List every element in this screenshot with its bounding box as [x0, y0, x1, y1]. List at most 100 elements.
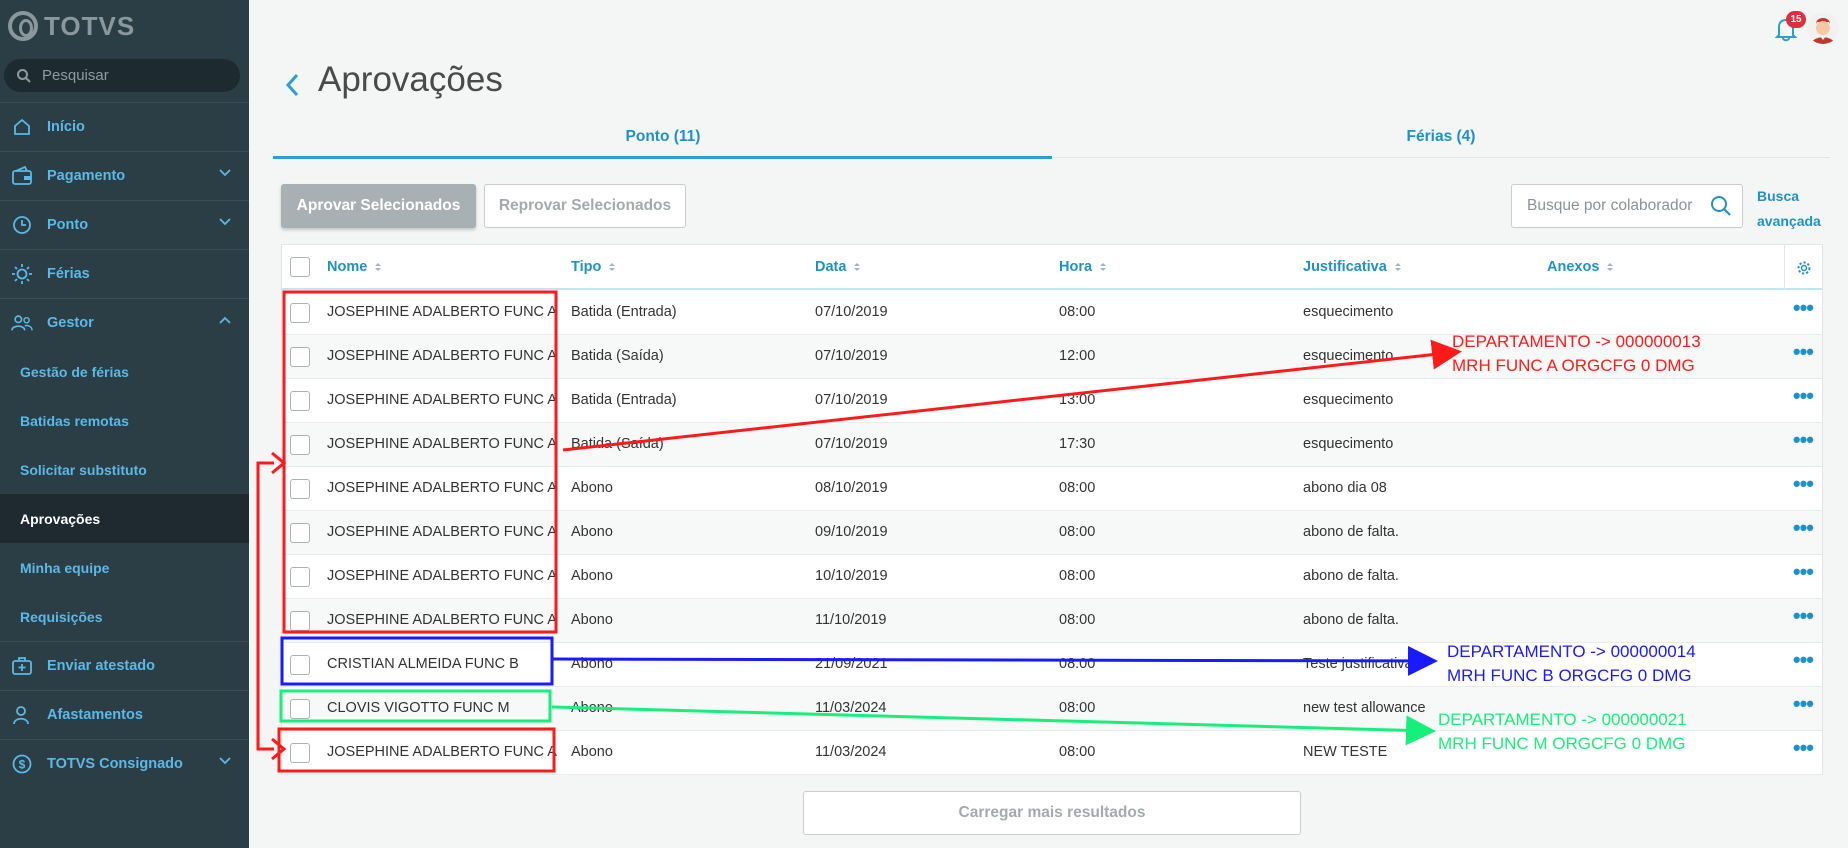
column-header-justificativa[interactable]: Justificativa	[1303, 259, 1401, 275]
sidebar-item-enviar-atestado[interactable]: Enviar atestado	[0, 641, 249, 690]
row-checkbox[interactable]	[290, 479, 310, 499]
sidebar-item-requisicoes[interactable]: Requisições	[0, 592, 249, 641]
row-checkbox[interactable]	[290, 655, 310, 675]
sidebar-item-inicio[interactable]: Início	[0, 102, 249, 151]
row-checkbox[interactable]	[290, 347, 310, 367]
sidebar-item-label: Ponto	[47, 217, 89, 233]
cell-nome: JOSEPHINE ADALBERTO FUNC A	[327, 304, 557, 320]
avatar[interactable]	[1807, 12, 1839, 44]
cell-nome: CRISTIAN ALMEIDA FUNC B	[327, 656, 519, 672]
row-checkbox[interactable]	[290, 611, 310, 631]
cell-nome: JOSEPHINE ADALBERTO FUNC A	[327, 392, 557, 408]
cell-data: 08/10/2019	[815, 480, 888, 496]
cell-justificativa: NEW TESTE	[1303, 744, 1388, 760]
sidebar-item-afastamentos[interactable]: Afastamentos	[0, 690, 249, 739]
row-checkbox[interactable]	[290, 743, 310, 763]
approve-selected-button[interactable]: Aprovar Selecionados	[281, 184, 476, 228]
column-header-nome[interactable]: Nome	[327, 259, 382, 275]
row-checkbox[interactable]	[290, 567, 310, 587]
row-checkbox[interactable]	[290, 303, 310, 323]
sidebar-item-totvs-consignado[interactable]: $ TOTVS Consignado	[0, 739, 249, 788]
sidebar-item-batidas-remotas[interactable]: Batidas remotas	[0, 396, 249, 445]
row-checkbox[interactable]	[290, 435, 310, 455]
sidebar-item-minha-equipe[interactable]: Minha equipe	[0, 543, 249, 592]
table-row[interactable]: JOSEPHINE ADALBERTO FUNC A Abono 09/10/2…	[282, 511, 1822, 555]
column-header-hora[interactable]: Hora	[1059, 259, 1107, 275]
note-line1: DEPARTAMENTO -> 000000021	[1438, 710, 1687, 729]
table-row[interactable]: JOSEPHINE ADALBERTO FUNC A Abono 11/10/2…	[282, 599, 1822, 643]
sidebar-item-label: Enviar atestado	[47, 658, 155, 674]
cell-tipo: Batida (Saída)	[571, 348, 664, 364]
cell-hora: 08:00	[1059, 568, 1096, 584]
sidebar-item-label: Gestão de férias	[20, 363, 129, 380]
tab-ponto[interactable]: Ponto (11)	[625, 128, 701, 145]
sidebar-item-pagamento[interactable]: Pagamento	[0, 151, 249, 200]
cell-justificativa: Teste justificativa	[1303, 656, 1413, 672]
sidebar-item-gestor[interactable]: Gestor	[0, 298, 249, 347]
column-header-data[interactable]: Data	[815, 259, 861, 275]
more-options-icon[interactable]: •••	[1792, 691, 1814, 716]
more-options-icon[interactable]: •••	[1792, 427, 1814, 452]
chevron-up-icon	[219, 316, 231, 324]
column-header-tipo[interactable]: Tipo	[571, 259, 616, 275]
cell-hora: 12:00	[1059, 348, 1096, 364]
team-icon	[11, 312, 33, 334]
sort-icon	[854, 263, 861, 271]
advanced-search-link[interactable]: Busca avançada	[1757, 184, 1827, 234]
back-chevron-icon[interactable]	[283, 71, 301, 99]
tab-active-indicator	[273, 156, 1052, 159]
load-more-button[interactable]: Carregar mais resultados	[803, 791, 1301, 835]
more-options-icon[interactable]: •••	[1792, 471, 1814, 496]
collaborator-search-input[interactable]: Busque por colaborador	[1511, 184, 1743, 228]
sidebar-item-label: Requisições	[20, 608, 103, 625]
column-header-anexos[interactable]: Anexos	[1547, 259, 1614, 275]
cell-nome: JOSEPHINE ADALBERTO FUNC A	[327, 612, 557, 628]
column-header-label: Nome	[327, 259, 368, 275]
table-settings[interactable]	[1784, 245, 1822, 290]
cell-data: 07/10/2019	[815, 304, 888, 320]
table-row[interactable]: JOSEPHINE ADALBERTO FUNC A Batida (Saída…	[282, 423, 1822, 467]
cell-hora: 08:00	[1059, 612, 1096, 628]
row-checkbox[interactable]	[290, 391, 310, 411]
tab-ferias[interactable]: Férias (4)	[1406, 128, 1476, 145]
sort-icon	[375, 263, 382, 271]
cell-tipo: Batida (Entrada)	[571, 392, 677, 408]
table-row[interactable]: JOSEPHINE ADALBERTO FUNC A Abono 10/10/2…	[282, 555, 1822, 599]
totvs-logo[interactable]: TOTVS	[8, 8, 135, 44]
sidebar-item-label: Férias	[47, 266, 90, 282]
department-note-blue: DEPARTAMENTO -> 000000014 MRH FUNC B ORG…	[1447, 640, 1696, 688]
cell-data: 07/10/2019	[815, 436, 888, 452]
department-note-red: DEPARTAMENTO -> 000000013 MRH FUNC A ORG…	[1452, 330, 1701, 378]
select-all-checkbox[interactable]	[290, 257, 310, 277]
sidebar-search-input[interactable]: Pesquisar	[4, 59, 240, 92]
sidebar-item-label: Batidas remotas	[20, 412, 129, 429]
svg-text:$: $	[19, 758, 26, 772]
table-row[interactable]: JOSEPHINE ADALBERTO FUNC A Batida (Entra…	[282, 291, 1822, 335]
more-options-icon[interactable]: •••	[1792, 603, 1814, 628]
note-line1: DEPARTAMENTO -> 000000013	[1452, 332, 1701, 351]
column-header-label: Hora	[1059, 259, 1093, 275]
sidebar-item-gestao-de-ferias[interactable]: Gestão de férias	[0, 347, 249, 396]
more-options-icon[interactable]: •••	[1792, 515, 1814, 540]
more-options-icon[interactable]: •••	[1792, 735, 1814, 760]
more-options-icon[interactable]: •••	[1792, 383, 1814, 408]
sidebar-item-aprovacoes[interactable]: Aprovações	[0, 494, 249, 543]
search-icon[interactable]	[1710, 195, 1732, 217]
reprove-selected-button[interactable]: Reprovar Selecionados	[484, 184, 686, 228]
collaborator-search-placeholder: Busque por colaborador	[1527, 197, 1693, 214]
more-options-icon[interactable]: •••	[1792, 647, 1814, 672]
sidebar-item-ponto[interactable]: Ponto	[0, 200, 249, 249]
table-row[interactable]: JOSEPHINE ADALBERTO FUNC A Abono 08/10/2…	[282, 467, 1822, 511]
row-checkbox[interactable]	[290, 699, 310, 719]
cell-nome: JOSEPHINE ADALBERTO FUNC A	[327, 524, 557, 540]
red-link-bracket	[256, 461, 274, 751]
row-checkbox[interactable]	[290, 523, 310, 543]
table-row[interactable]: JOSEPHINE ADALBERTO FUNC A Batida (Entra…	[282, 379, 1822, 423]
sort-icon	[1607, 263, 1614, 271]
more-options-icon[interactable]: •••	[1792, 339, 1814, 364]
more-options-icon[interactable]: •••	[1792, 295, 1814, 320]
sidebar-item-solicitar-substituto[interactable]: Solicitar substituto	[0, 445, 249, 494]
brand-name: TOTVS	[44, 10, 136, 41]
sidebar-item-ferias[interactable]: Férias	[0, 249, 249, 298]
more-options-icon[interactable]: •••	[1792, 559, 1814, 584]
